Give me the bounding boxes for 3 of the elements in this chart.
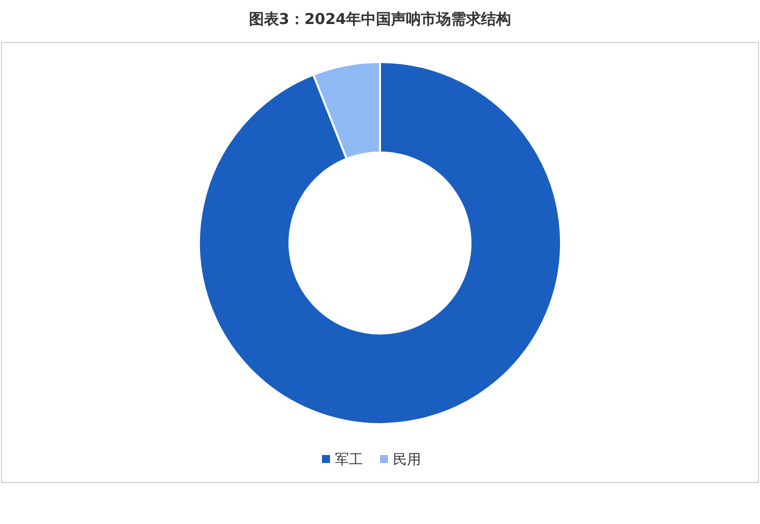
chart-title: 图表3：2024年中国声呐市场需求结构	[248, 10, 512, 28]
legend-label: 军工	[335, 452, 363, 468]
legend-label: 民用	[393, 452, 421, 468]
